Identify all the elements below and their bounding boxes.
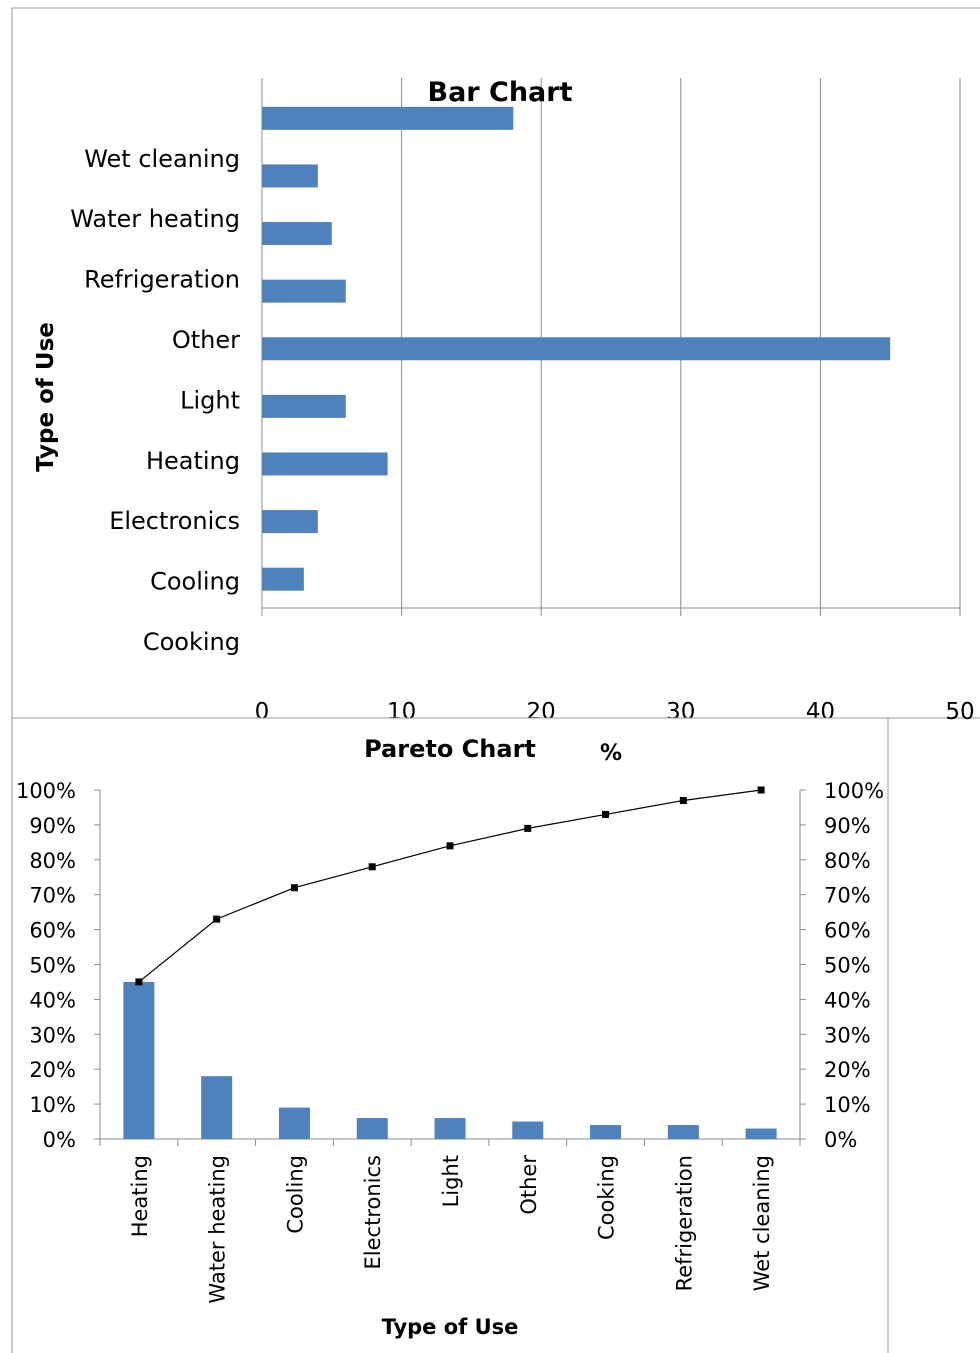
pareto-chart-right-tick-label: 100%: [824, 779, 884, 803]
bar-chart-category-label: Wet cleaning: [84, 145, 240, 173]
pareto-chart-category-label: Refrigeration: [672, 1155, 696, 1291]
bar-chart-bar: [262, 510, 318, 534]
bar-chart-category-label: Other: [172, 326, 240, 354]
bar-chart-bar: [262, 279, 346, 303]
pareto-chart-category-label: Wet cleaning: [750, 1155, 774, 1291]
pareto-chart-bar: [356, 1118, 388, 1139]
pareto-chart-bar: [434, 1118, 466, 1139]
pareto-chart-cumulative-marker: [679, 796, 687, 804]
pareto-chart-cumulative-marker: [290, 884, 298, 892]
pareto-chart-cumulative-line: [135, 786, 765, 986]
pareto-chart-right-tick-label: 10%: [824, 1093, 871, 1117]
pareto-chart-right-tick-labels: 0% 10% 20% 30% 40% 50% 60% 70% 80% 90% 100%: [824, 779, 884, 1152]
bar-chart-category-label: Electronics: [109, 507, 240, 535]
pareto-chart-cumulative-marker: [368, 863, 376, 871]
bar-chart-bar: [262, 337, 891, 361]
pareto-chart-category-label: Electronics: [361, 1155, 385, 1269]
bar-chart-title: Bar Chart: [428, 77, 573, 108]
pareto-chart-cumulative-marker: [602, 810, 610, 818]
pareto-chart-right-tick-label: 80%: [824, 849, 871, 873]
bar-chart-bar: [262, 394, 346, 418]
pareto-chart-right-tick-label: 20%: [824, 1058, 871, 1082]
bar-chart: Cooking Cooling Electronics Heating Light Oth…: [11, 7, 980, 725]
bar-chart-category-label: Water heating: [70, 205, 240, 233]
bar-chart-category-label: Cooling: [150, 568, 240, 596]
pareto-chart-left-tick-label: 70%: [29, 884, 76, 908]
pareto-chart-bars: [123, 981, 777, 1139]
pareto-chart-category-label: Water heating: [206, 1155, 230, 1304]
pareto-chart-cumulative-marker: [757, 786, 765, 794]
pareto-chart-category-label: Light: [439, 1155, 463, 1207]
pareto-chart-left-tick-label: 90%: [29, 814, 76, 838]
pareto-chart-bar: [745, 1128, 777, 1139]
pareto-chart-right-tick-label: 40%: [824, 988, 871, 1012]
bar-chart-category-label: Cooking: [143, 628, 240, 656]
pareto-chart-frame: [11, 717, 889, 1353]
pareto-chart-left-tick-label: 0%: [43, 1128, 76, 1152]
pareto-chart-bar: [512, 1121, 544, 1139]
pareto-chart-left-tick-label: 40%: [29, 988, 76, 1012]
pareto-chart-right-tick-label: 0%: [824, 1128, 857, 1152]
pareto-chart-cumulative-marker: [213, 915, 221, 923]
pareto-chart-bar: [123, 981, 155, 1139]
pareto-chart-x-axis-title: Type of Use: [382, 1315, 519, 1339]
pareto-chart-title-percent: %: [600, 741, 622, 766]
pareto-chart-cumulative-marker: [446, 842, 454, 850]
bar-chart-bar: [262, 567, 304, 591]
pareto-chart-left-tick-label: 30%: [29, 1023, 76, 1047]
pareto-chart-left-tick-label: 60%: [29, 919, 76, 943]
pareto-chart-bar: [590, 1125, 622, 1139]
bar-chart-bar: [262, 452, 388, 476]
pareto-chart-left-tick-label: 20%: [29, 1058, 76, 1082]
bar-chart-y-axis-title: Type of Use: [33, 322, 59, 472]
pareto-chart-left-tick-labels: 0% 10% 20% 30% 40% 50% 60% 70% 80% 90% 100%: [16, 779, 76, 1152]
pareto-chart-category-label: Other: [517, 1155, 541, 1215]
pareto-chart-cumulative-marker: [135, 978, 143, 986]
bar-chart-bar: [262, 164, 318, 188]
pareto-chart-category-labels: Heating Water heating Cooling Electronics Li…: [128, 1155, 774, 1304]
bar-chart-category-label: Refrigeration: [84, 266, 240, 294]
pareto-chart-category-label: Cooling: [283, 1155, 307, 1234]
pareto-chart: 0% 10% 20% 30% 40% 50% 60% 70% 80% 90% 100% 0% 10% 2…: [11, 717, 889, 1353]
pareto-chart-bar: [278, 1107, 310, 1139]
pareto-chart-cumulative-marker: [524, 824, 532, 832]
pareto-chart-left-tick-label: 100%: [16, 779, 76, 803]
bar-chart-category-labels: Cooking Cooling Electronics Heating Light Oth…: [70, 145, 240, 656]
pareto-chart-left-tick-label: 50%: [29, 954, 76, 978]
pareto-chart-left-tick-label: 80%: [29, 849, 76, 873]
bar-chart-category-label: Light: [180, 386, 240, 414]
pareto-chart-title: Pareto Chart: [364, 735, 536, 763]
pareto-chart-right-tick-label: 60%: [824, 919, 871, 943]
pareto-chart-category-label: Cooking: [595, 1155, 619, 1240]
pareto-chart-bar: [201, 1076, 233, 1139]
pareto-chart-right-tick-label: 90%: [824, 814, 871, 838]
bar-chart-category-label: Heating: [146, 447, 240, 475]
bar-chart-x-tick-label: 50: [945, 699, 974, 725]
pareto-chart-bar: [667, 1125, 699, 1139]
pareto-chart-right-tick-label: 70%: [824, 884, 871, 908]
pareto-chart-right-tick-label: 50%: [824, 954, 871, 978]
pareto-chart-left-tick-label: 10%: [29, 1093, 76, 1117]
pareto-chart-category-label: Heating: [128, 1155, 152, 1237]
pareto-chart-right-tick-label: 30%: [824, 1023, 871, 1047]
bar-chart-bar: [262, 222, 332, 246]
bar-chart-bar: [262, 106, 514, 130]
bar-chart-bars: [262, 106, 891, 591]
